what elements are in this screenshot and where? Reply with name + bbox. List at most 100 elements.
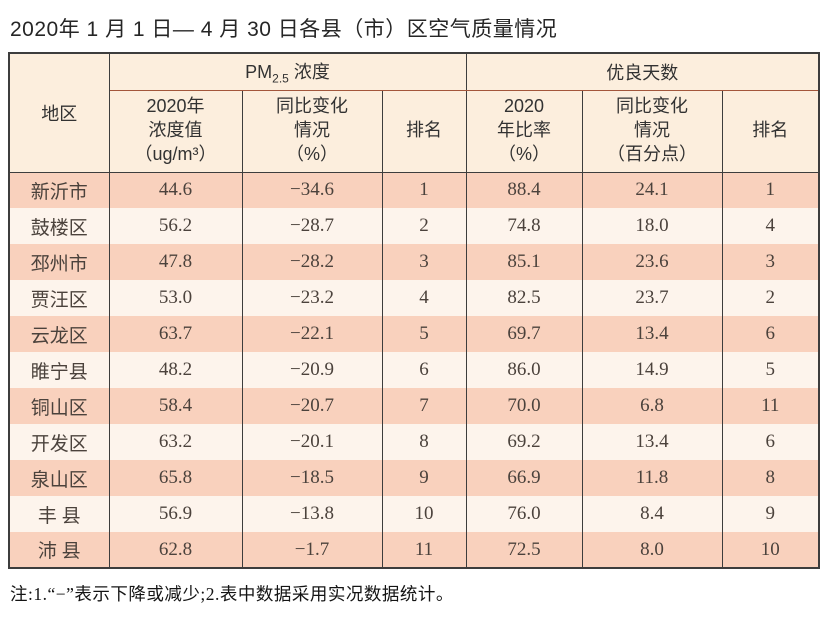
good-change-cell: 8.0 xyxy=(581,532,723,568)
pm25-change-cell: −20.1 xyxy=(241,424,383,460)
pm25-value-cell: 63.7 xyxy=(108,316,243,352)
table-row: 邳州市 47.8 −28.2 3 85.1 23.6 3 xyxy=(8,244,820,280)
good-change-cell: 13.4 xyxy=(581,316,723,352)
table-row: 开发区 63.2 −20.1 8 69.2 13.4 6 xyxy=(8,424,820,460)
good-rate-cell: 70.0 xyxy=(465,388,583,424)
pm25-label-subscript: 2.5 xyxy=(272,71,289,86)
region-cell: 鼓楼区 xyxy=(8,208,110,244)
col-header-region: 地区 xyxy=(8,53,110,173)
region-cell: 睢宁县 xyxy=(8,352,110,388)
good-rank-cell: 9 xyxy=(721,496,820,532)
good-rate-cell: 82.5 xyxy=(465,280,583,316)
pm25-value-cell: 63.2 xyxy=(108,424,243,460)
table-row: 铜山区 58.4 −20.7 7 70.0 6.8 11 xyxy=(8,388,820,424)
pm25-value-cell: 53.0 xyxy=(108,280,243,316)
col-header-pm25-value: 2020年 浓度值 （ug/m³） xyxy=(108,90,243,173)
table-row: 睢宁县 48.2 −20.9 6 86.0 14.9 5 xyxy=(8,352,820,388)
pm25-label-suffix: 浓度 xyxy=(288,61,330,82)
air-quality-table: 地区 PM2.5 浓度 优良天数 2020年 浓度值 （ug/m³） 同比变化 … xyxy=(8,52,821,569)
good-rate-cell: 85.1 xyxy=(465,244,583,280)
good-change-cell: 11.8 xyxy=(581,460,723,496)
good-change-cell: 6.8 xyxy=(581,388,723,424)
good-rate-cell: 72.5 xyxy=(465,532,583,568)
pm25-value-cell: 65.8 xyxy=(108,460,243,496)
pm25-label-prefix: PM xyxy=(245,61,273,82)
pm25-value-cell: 44.6 xyxy=(108,172,243,208)
col-group-good-days: 优良天数 xyxy=(465,53,820,91)
table-row: 云龙区 63.7 −22.1 5 69.7 13.4 6 xyxy=(8,316,820,352)
pm25-rank-cell: 6 xyxy=(381,352,467,388)
good-rate-cell: 86.0 xyxy=(465,352,583,388)
pm25-value-cell: 62.8 xyxy=(108,532,243,568)
col-header-good-rate: 2020 年比率 （%） xyxy=(465,90,583,173)
good-rank-cell: 8 xyxy=(721,460,820,496)
table-sub-header-row: 2020年 浓度值 （ug/m³） 同比变化 情况 （%） 排名 2020 年比… xyxy=(9,90,820,173)
page-title: 2020年 1 月 1 日— 4 月 30 日各县（市）区空气质量情况 xyxy=(10,18,558,41)
region-cell: 云龙区 xyxy=(8,316,110,352)
good-rank-cell: 5 xyxy=(721,352,820,388)
pm25-rank-cell: 10 xyxy=(381,496,467,532)
pm25-change-cell: −28.7 xyxy=(241,208,383,244)
good-rate-cell: 74.8 xyxy=(465,208,583,244)
region-cell: 开发区 xyxy=(8,424,110,460)
good-change-cell: 18.0 xyxy=(581,208,723,244)
table-row: 鼓楼区 56.2 −28.7 2 74.8 18.0 4 xyxy=(8,208,820,244)
col-group-pm25: PM2.5 浓度 xyxy=(108,53,467,91)
region-cell: 丰 县 xyxy=(8,496,110,532)
col-header-pm25-change: 同比变化 情况 （%） xyxy=(241,90,383,173)
region-cell: 邳州市 xyxy=(8,244,110,280)
good-rank-cell: 4 xyxy=(721,208,820,244)
table-row: 新沂市 44.6 −34.6 1 88.4 24.1 1 xyxy=(8,172,820,208)
pm25-change-cell: −22.1 xyxy=(241,316,383,352)
footnote: 注:1.“−”表示下降或减少;2.表中数据采用实况数据统计。 xyxy=(10,584,454,604)
pm25-rank-cell: 2 xyxy=(381,208,467,244)
pm25-rank-cell: 5 xyxy=(381,316,467,352)
page: 2020年 1 月 1 日— 4 月 30 日各县（市）区空气质量情况 地区 P… xyxy=(8,18,821,604)
pm25-value-cell: 47.8 xyxy=(108,244,243,280)
good-rank-cell: 6 xyxy=(721,424,820,460)
table-row: 泉山区 65.8 −18.5 9 66.9 11.8 8 xyxy=(8,460,820,496)
good-rate-cell: 69.7 xyxy=(465,316,583,352)
pm25-change-cell: −28.2 xyxy=(241,244,383,280)
col-header-pm25-rank: 排名 xyxy=(381,90,467,173)
region-cell: 贾汪区 xyxy=(8,280,110,316)
pm25-change-cell: −1.7 xyxy=(241,532,383,568)
table-row: 丰 县 56.9 −13.8 10 76.0 8.4 9 xyxy=(8,496,820,532)
pm25-change-cell: −13.8 xyxy=(241,496,383,532)
good-rate-cell: 69.2 xyxy=(465,424,583,460)
region-cell: 新沂市 xyxy=(8,172,110,208)
good-rate-cell: 76.0 xyxy=(465,496,583,532)
pm25-rank-cell: 4 xyxy=(381,280,467,316)
good-rate-cell: 66.9 xyxy=(465,460,583,496)
col-header-good-change: 同比变化 情况 （百分点） xyxy=(581,90,723,173)
pm25-change-cell: −20.9 xyxy=(241,352,383,388)
pm25-change-cell: −23.2 xyxy=(241,280,383,316)
pm25-rank-cell: 1 xyxy=(381,172,467,208)
good-change-cell: 14.9 xyxy=(581,352,723,388)
pm25-change-cell: −18.5 xyxy=(241,460,383,496)
good-change-cell: 8.4 xyxy=(581,496,723,532)
pm25-value-cell: 48.2 xyxy=(108,352,243,388)
col-header-good-rank: 排名 xyxy=(721,90,820,173)
good-rank-cell: 3 xyxy=(721,244,820,280)
pm25-rank-cell: 8 xyxy=(381,424,467,460)
pm25-rank-cell: 11 xyxy=(381,532,467,568)
pm25-change-cell: −34.6 xyxy=(241,172,383,208)
pm25-rank-cell: 7 xyxy=(381,388,467,424)
good-rate-cell: 88.4 xyxy=(465,172,583,208)
good-rank-cell: 11 xyxy=(721,388,820,424)
pm25-value-cell: 56.2 xyxy=(108,208,243,244)
good-change-cell: 24.1 xyxy=(581,172,723,208)
table-row: 贾汪区 53.0 −23.2 4 82.5 23.7 2 xyxy=(8,280,820,316)
good-rank-cell: 6 xyxy=(721,316,820,352)
pm25-value-cell: 58.4 xyxy=(108,388,243,424)
region-cell: 沛 县 xyxy=(8,532,110,568)
region-cell: 铜山区 xyxy=(8,388,110,424)
pm25-rank-cell: 3 xyxy=(381,244,467,280)
pm25-value-cell: 56.9 xyxy=(108,496,243,532)
good-change-cell: 13.4 xyxy=(581,424,723,460)
pm25-rank-cell: 9 xyxy=(381,460,467,496)
table-row: 沛 县 62.8 −1.7 11 72.5 8.0 10 xyxy=(8,532,820,568)
good-rank-cell: 1 xyxy=(721,172,820,208)
table-group-header-row: 地区 PM2.5 浓度 优良天数 xyxy=(8,53,820,173)
